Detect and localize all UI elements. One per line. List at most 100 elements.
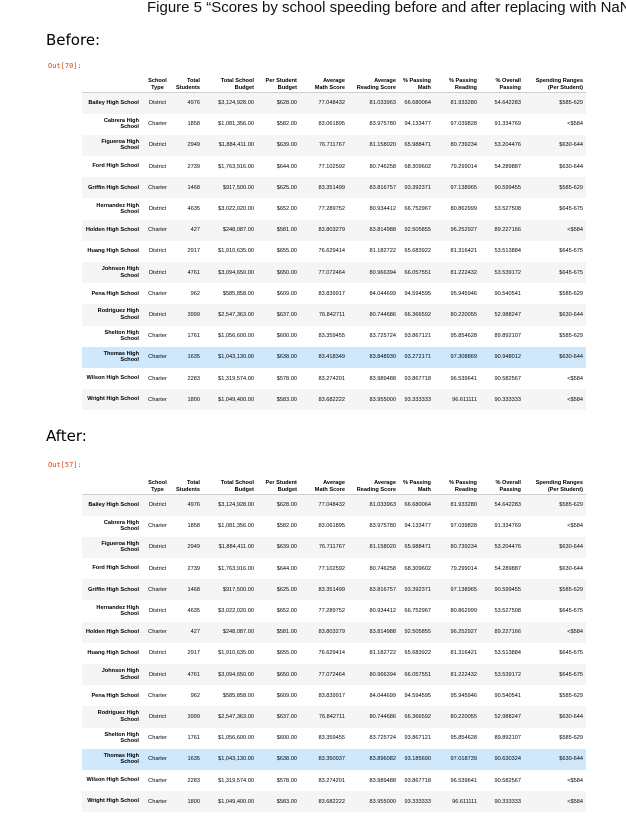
row-school-name: Shelton High School <box>104 329 140 343</box>
column-header: Total School Budget <box>202 68 257 93</box>
cell-type: District <box>148 650 167 657</box>
cell-per-student: $638.00 <box>276 354 297 361</box>
cell-type: District <box>148 608 167 615</box>
cell-math: 77.289752 <box>318 206 345 213</box>
cell-pass-reading: 81.222432 <box>450 671 477 678</box>
cell-pass-reading: 95.945946 <box>450 692 477 699</box>
cell-per-student: $578.00 <box>276 777 297 784</box>
cell-reading: 84.044699 <box>369 290 396 297</box>
column-header: Total Students <box>173 470 203 495</box>
cell-range: $585-629 <box>559 290 583 297</box>
row-school-name: Hernandez High School <box>96 202 139 216</box>
cell-reading: 83.816757 <box>369 586 396 593</box>
cell-pass-math: 66.680064 <box>404 100 431 107</box>
cell-math: 77.289752 <box>318 608 345 615</box>
cell-range: $645-675 <box>559 248 583 255</box>
cell-students: 4976 <box>187 502 200 509</box>
cell-type: District <box>148 100 167 107</box>
cell-range: $585-629 <box>559 184 583 191</box>
cell-per-student: $583.00 <box>276 798 297 805</box>
cell-overall: 53.513884 <box>494 650 521 657</box>
cell-per-student: $650.00 <box>276 269 297 276</box>
cell-reading: 83.814988 <box>369 227 396 234</box>
cell-students: 1800 <box>187 396 200 403</box>
row-school-name: Hernandez High School <box>96 604 139 618</box>
cell-overall: 90.948012 <box>494 354 521 361</box>
cell-reading: 80.746258 <box>369 163 396 170</box>
cell-pass-reading: 97.039828 <box>450 121 477 128</box>
column-header-line: School <box>148 78 167 84</box>
column-header-line: Average <box>374 78 396 84</box>
cell-students: 2283 <box>187 375 200 382</box>
cell-budget: $1,319,574.00 <box>218 777 254 784</box>
cell-pass-reading: 81.316421 <box>450 248 477 255</box>
column-header-line: Spending Ranges <box>535 78 583 84</box>
table-row: Wright High School Charter 1800 $1,049,400.… <box>82 389 586 411</box>
cell-pass-reading: 96.611111 <box>452 396 477 403</box>
row-school-name: Wright High School <box>87 396 139 403</box>
cell-math: 83.839917 <box>318 692 345 699</box>
row-school-name: Bailey High School <box>88 100 139 107</box>
cell-math: 83.274201 <box>318 777 345 784</box>
cell-per-student: $652.00 <box>276 608 297 615</box>
table-row: Ford High School District 2739 $1,763,916.0… <box>82 558 586 579</box>
column-header-line: Math <box>417 487 431 493</box>
cell-pass-reading: 80.739234 <box>450 544 477 551</box>
table-row: Rodriguez High School District 3999 $2,547,… <box>82 304 586 326</box>
header-row: School Type Total Students Total School Budge… <box>82 68 586 93</box>
row-school-name: Thomas High School <box>103 752 139 766</box>
cell-reading: 83.989488 <box>369 375 396 382</box>
before-output-prompt: Out[70]: <box>48 62 82 70</box>
cell-type: Charter <box>148 354 167 361</box>
cell-students: 4761 <box>187 671 200 678</box>
table-body: Bailey High School District 4976 $3,124,928… <box>82 494 586 813</box>
cell-type: District <box>148 248 167 255</box>
cell-reading: 83.955000 <box>369 396 396 403</box>
column-header-line: Math Score <box>314 487 345 493</box>
column-header: Average Math Score <box>299 470 348 495</box>
cell-per-student: $650.00 <box>276 671 297 678</box>
table-header: School Type Total Students Total School Budge… <box>82 68 586 93</box>
cell-per-student: $637.00 <box>276 713 297 720</box>
cell-type: District <box>148 565 167 572</box>
table-row: Wilson High School Charter 2283 $1,319,574.… <box>82 770 586 791</box>
column-header-line: (Per Student) <box>547 487 583 493</box>
cell-per-student: $625.00 <box>276 184 297 191</box>
cell-type: Charter <box>148 227 167 234</box>
cell-pass-reading: 80.862999 <box>450 206 477 213</box>
column-header-line: Total <box>186 78 200 84</box>
cell-per-student: $582.00 <box>276 121 297 128</box>
cell-students: 4635 <box>187 608 200 615</box>
cell-overall: 90.333333 <box>494 798 521 805</box>
cell-budget: $917,500.00 <box>222 184 254 191</box>
cell-math: 83.682222 <box>318 798 345 805</box>
cell-math: 83.351499 <box>318 184 345 191</box>
cell-reading: 80.934412 <box>369 206 396 213</box>
cell-pass-math: 93.333333 <box>404 396 431 403</box>
column-header-line: Budget <box>277 487 297 493</box>
cell-math: 77.102592 <box>318 163 345 170</box>
table-row: Thomas High School Charter 1635 $1,043,130.… <box>82 346 586 368</box>
column-header-line: Students <box>176 487 200 493</box>
cell-overall: 90.582567 <box>494 375 521 382</box>
row-school-name: Johnson High School <box>101 266 139 279</box>
column-header: Per Student Budget <box>256 68 300 93</box>
cell-reading: 83.848930 <box>369 354 396 361</box>
cell-type: Charter <box>148 798 167 805</box>
cell-range: $630-644 <box>559 544 583 551</box>
cell-students: 1635 <box>187 756 200 763</box>
cell-math: 83.682222 <box>318 396 345 403</box>
cell-reading: 80.966394 <box>369 269 396 276</box>
index-header <box>82 68 142 93</box>
column-header: % Passing Math <box>398 68 434 93</box>
cell-budget: $1,763,916.00 <box>218 565 254 572</box>
cell-math: 77.102592 <box>318 565 345 572</box>
cell-overall: 53.204476 <box>494 544 521 551</box>
cell-pass-math: 93.392371 <box>404 586 431 593</box>
cell-math: 83.359455 <box>318 735 345 742</box>
cell-students: 1858 <box>187 523 200 530</box>
cell-range: $585-629 <box>559 735 583 742</box>
cell-pass-math: 93.867718 <box>404 777 431 784</box>
figure-title: Figure 5 “Scores by school speeding befo… <box>147 0 626 16</box>
cell-overall: 90.540541 <box>494 692 521 699</box>
